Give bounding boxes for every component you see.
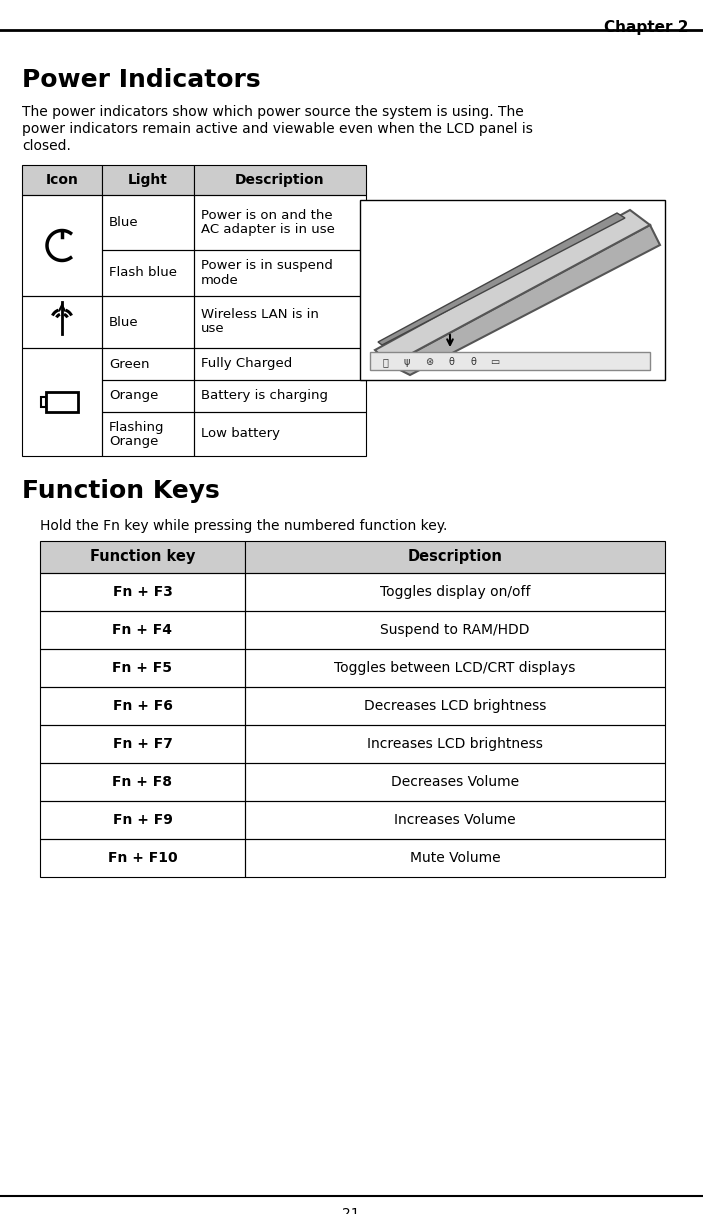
Bar [40,611,245,649]
Text: Fn + F6: Fn + F6 [112,699,172,713]
Bar [194,348,366,380]
Text: Fully Charged: Fully Charged [201,357,292,370]
Text: Power is on and the: Power is on and the [201,209,333,222]
Bar [245,839,665,877]
Bar [41,397,46,407]
Bar [40,764,245,801]
Text: Icon: Icon [46,174,79,187]
Text: Fn + F3: Fn + F3 [112,585,172,599]
Text: 21: 21 [342,1207,360,1214]
Bar [245,687,665,725]
Text: Wireless LAN is in: Wireless LAN is in [201,308,319,322]
Text: ⊛: ⊛ [425,357,433,367]
Bar [22,296,102,348]
Bar [102,380,194,412]
Polygon shape [378,212,625,345]
Bar [370,352,650,370]
Text: Blue: Blue [109,216,138,229]
Text: Increases Volume: Increases Volume [394,813,516,827]
Bar [40,725,245,764]
Text: Hold the Fn key while pressing the numbered function key.: Hold the Fn key while pressing the numbe… [40,520,447,533]
Bar [40,649,245,687]
Text: mode: mode [201,273,239,287]
Bar [40,541,245,573]
Bar [102,195,194,250]
Text: Chapter 2: Chapter 2 [603,19,688,35]
Text: Flashing: Flashing [109,420,165,433]
Bar [194,380,366,412]
Text: θ: θ [470,357,476,367]
Text: Fn + F4: Fn + F4 [112,623,172,637]
Text: Orange: Orange [109,435,158,448]
Bar [102,296,194,348]
Text: Decreases LCD brightness: Decreases LCD brightness [364,699,546,713]
Text: Power is in suspend: Power is in suspend [201,260,333,272]
Bar [194,250,366,296]
Text: ψ: ψ [404,357,410,367]
Text: Low battery: Low battery [201,427,280,441]
Text: Suspend to RAM/HDD: Suspend to RAM/HDD [380,623,530,637]
Bar [102,250,194,296]
Bar [102,412,194,456]
Text: Fn + F8: Fn + F8 [112,775,172,789]
Text: Toggles display on/off: Toggles display on/off [380,585,530,599]
Text: Toggles between LCD/CRT displays: Toggles between LCD/CRT displays [335,660,576,675]
Text: Fn + F9: Fn + F9 [112,813,172,827]
Bar [245,611,665,649]
Text: ⏻: ⏻ [382,357,388,367]
Text: Description: Description [236,174,325,187]
Text: ▭: ▭ [491,357,500,367]
Bar [40,687,245,725]
Bar [245,801,665,839]
Text: Flash blue: Flash blue [109,267,177,279]
Text: Fn + F7: Fn + F7 [112,737,172,751]
Text: power indicators remain active and viewable even when the LCD panel is: power indicators remain active and viewa… [22,121,533,136]
Polygon shape [375,210,650,365]
Bar [46,392,78,412]
Text: use: use [201,323,225,335]
Text: The power indicators show which power source the system is using. The: The power indicators show which power so… [22,104,524,119]
Bar [194,296,366,348]
Text: Battery is charging: Battery is charging [201,390,328,403]
Bar [360,200,665,380]
Text: Green: Green [109,357,150,370]
Bar [245,649,665,687]
Bar [40,801,245,839]
Text: Function key: Function key [90,550,195,565]
Text: AC adapter is in use: AC adapter is in use [201,223,335,236]
Bar [102,348,194,380]
Text: Decreases Volume: Decreases Volume [391,775,519,789]
Text: Function Keys: Function Keys [22,480,220,503]
Text: Description: Description [408,550,503,565]
Bar [245,573,665,611]
Polygon shape [390,225,660,375]
Text: closed.: closed. [22,138,71,153]
Bar [22,195,102,296]
Bar [40,573,245,611]
Text: Blue: Blue [109,316,138,329]
Text: θ: θ [448,357,454,367]
Bar [22,348,102,456]
Text: Fn + F5: Fn + F5 [112,660,172,675]
Bar [22,165,102,195]
Bar [245,725,665,764]
Text: Power Indicators: Power Indicators [22,68,261,92]
Bar [102,165,194,195]
Bar [40,839,245,877]
Text: Mute Volume: Mute Volume [410,851,501,866]
Text: Light: Light [128,174,168,187]
Text: Increases LCD brightness: Increases LCD brightness [367,737,543,751]
Bar [194,195,366,250]
Bar [194,165,366,195]
Bar [245,541,665,573]
Text: Orange: Orange [109,390,158,403]
Bar [194,412,366,456]
Bar [245,764,665,801]
Text: Fn + F10: Fn + F10 [108,851,177,866]
